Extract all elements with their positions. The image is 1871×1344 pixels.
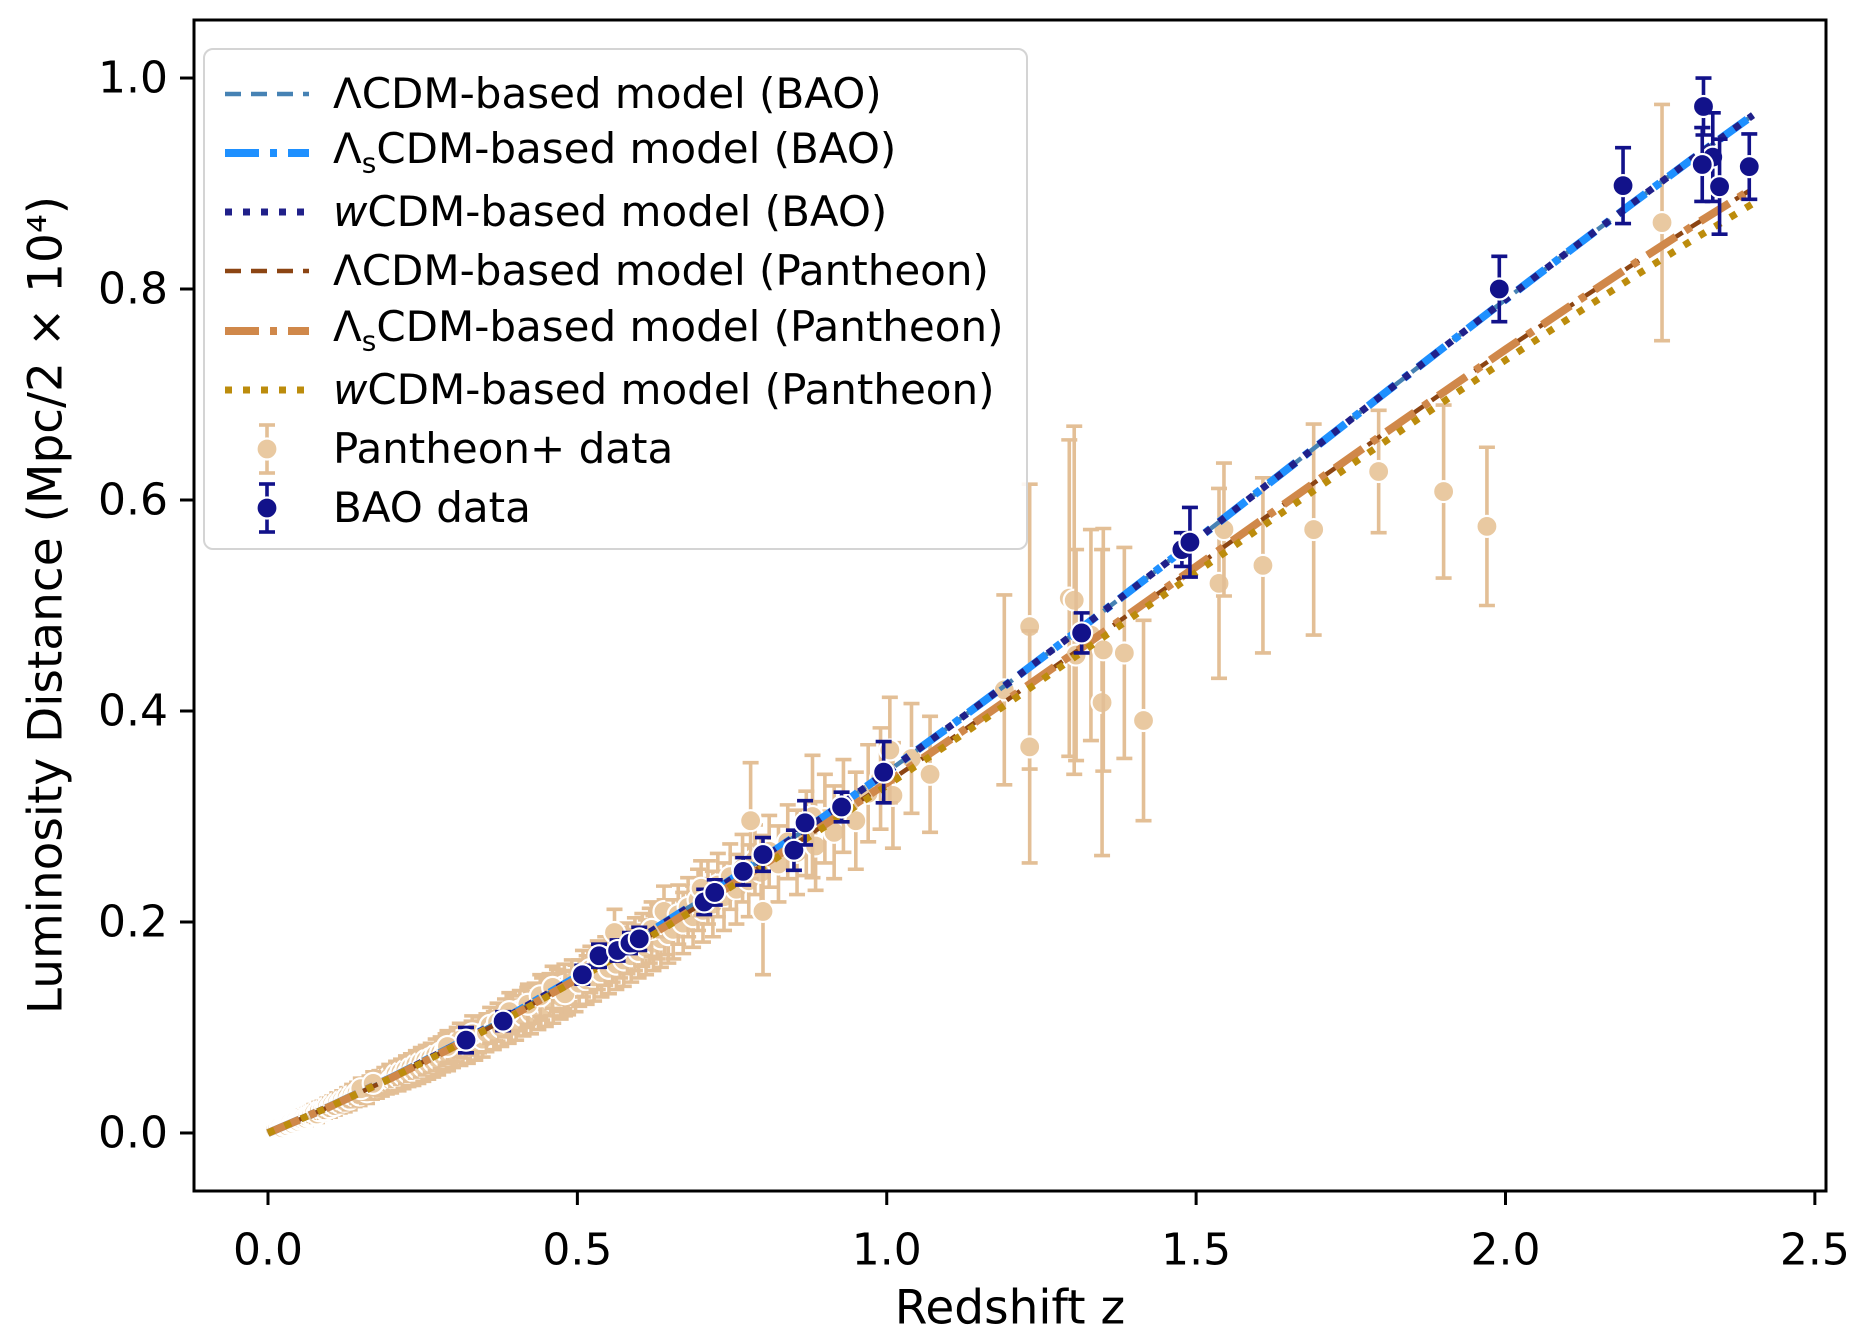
bao-data-point	[1070, 621, 1094, 645]
legend-label-lscdm-bao: ΛsCDM-based model (BAO)	[333, 124, 897, 180]
bao-data-point	[1487, 277, 1511, 301]
x-tick-label: 2.0	[1470, 1225, 1540, 1276]
legend-item-wcdm-bao: wCDM-based model (BAO)	[219, 183, 1016, 242]
bao-data-point	[1178, 530, 1202, 554]
bao-data-point	[627, 927, 651, 951]
legend-label-bao-data: BAO data	[333, 483, 531, 533]
pantheon-data-point	[1091, 638, 1115, 662]
x-tick-label: 1.0	[852, 1225, 922, 1276]
legend-swatch-wcdm-pantheon	[225, 386, 309, 394]
bao-data-point	[751, 842, 775, 867]
bao-data-point	[1707, 175, 1732, 199]
legend-label-wcdm-bao: wCDM-based model (BAO)	[333, 187, 888, 237]
bao-data-point	[782, 838, 806, 862]
legend-swatch-lcdm-bao	[225, 91, 309, 96]
y-tick-label: 1.0	[98, 53, 168, 104]
bao-scatter	[454, 76, 1761, 1055]
bao-data-point	[1690, 152, 1714, 177]
bao-data-point	[1611, 174, 1635, 198]
y-tick-label: 0.4	[98, 685, 168, 736]
bao-data-point	[570, 963, 594, 987]
legend-swatch-lcdm-pantheon	[225, 269, 309, 274]
x-tick-label: 0.0	[233, 1225, 303, 1276]
pantheon-data-point	[1062, 588, 1086, 612]
y-tick-label: 0.0	[98, 1107, 168, 1158]
x-tick-label: 2.5	[1780, 1225, 1850, 1276]
axes: 0.0 0.5 1.0 1.5 2.0 2.5 0.0 0.2 0.4 0.6 0.8 1.0	[98, 53, 1850, 1276]
legend-label-lcdm-pantheon: ΛCDM-based model (Pantheon)	[333, 246, 989, 296]
pantheon-data-point	[1475, 514, 1499, 538]
legend-item-lscdm-pantheon: ΛsCDM-based model (Pantheon)	[219, 301, 1016, 360]
legend-item-lscdm-bao: ΛsCDM-based model (BAO)	[219, 123, 1016, 182]
legend-swatch-pantheon-data	[255, 423, 279, 475]
pantheon-data-point	[1367, 459, 1391, 484]
pantheon-data-point	[1207, 571, 1231, 595]
legend-item-bao-data: BAO data	[219, 479, 1016, 538]
legend-item-wcdm-pantheon: wCDM-based model (Pantheon)	[219, 360, 1016, 419]
bao-data-point	[731, 859, 755, 883]
bao-data-point	[491, 1009, 515, 1033]
y-tick-label: 0.6	[98, 475, 168, 526]
legend-label-wcdm-pantheon: wCDM-based model (Pantheon)	[333, 364, 995, 414]
pantheon-data-point	[751, 899, 775, 924]
legend-label-lcdm-bao: ΛCDM-based model (BAO)	[333, 68, 882, 118]
bao-data-point	[454, 1028, 478, 1052]
pantheon-data-point	[739, 809, 763, 833]
bao-data-point	[1737, 155, 1761, 179]
curve-wcdm-pantheon	[266, 200, 1755, 1137]
pantheon-data-point	[1018, 735, 1042, 759]
pantheon-data-point	[1432, 479, 1456, 504]
legend-swatch-lscdm-bao	[225, 148, 309, 157]
legend-item-lcdm-bao: ΛCDM-based model (BAO)	[219, 64, 1016, 123]
legend-item-lcdm-pantheon: ΛCDM-based model (Pantheon)	[219, 242, 1016, 301]
legend-swatch-bao-data	[255, 482, 279, 535]
x-tick-label: 0.5	[542, 1225, 612, 1276]
y-tick-label: 0.2	[98, 896, 168, 947]
legend-label-pantheon-data: Pantheon+ data	[333, 424, 674, 474]
bao-data-point	[703, 880, 727, 905]
legend-item-pantheon-data: Pantheon+ data	[219, 420, 1016, 479]
model-curves	[266, 111, 1756, 1137]
x-axis-label: Redshift z	[895, 1281, 1125, 1336]
bao-data-point	[872, 760, 896, 784]
legend: ΛCDM-based model (BAO) ΛsCDM-based model …	[203, 48, 1028, 550]
pantheon-data-point	[1112, 641, 1136, 665]
pantheon-data-point	[918, 762, 942, 786]
plot-border	[192, 18, 1828, 1193]
y-tick-label: 0.8	[98, 264, 168, 315]
bao-data-swatch-point	[255, 496, 279, 520]
y-axis-label: Luminosity Distance (Mpc/2 × 10⁴)	[19, 196, 74, 1014]
x-tick-label: 1.5	[1161, 1225, 1231, 1276]
legend-swatch-wcdm-bao	[225, 208, 309, 216]
pantheon-data-point	[1302, 517, 1326, 542]
legend-label-lscdm-pantheon: ΛsCDM-based model (Pantheon)	[333, 301, 1004, 358]
pantheon-data-point	[1650, 210, 1674, 235]
pantheon-data-point	[1251, 553, 1275, 578]
bao-data-point	[829, 795, 854, 819]
pantheon-data-point	[1131, 708, 1156, 733]
pantheon-data-swatch-point	[255, 437, 279, 461]
legend-swatch-lscdm-pantheon	[225, 326, 309, 335]
bao-data-point	[793, 811, 817, 835]
